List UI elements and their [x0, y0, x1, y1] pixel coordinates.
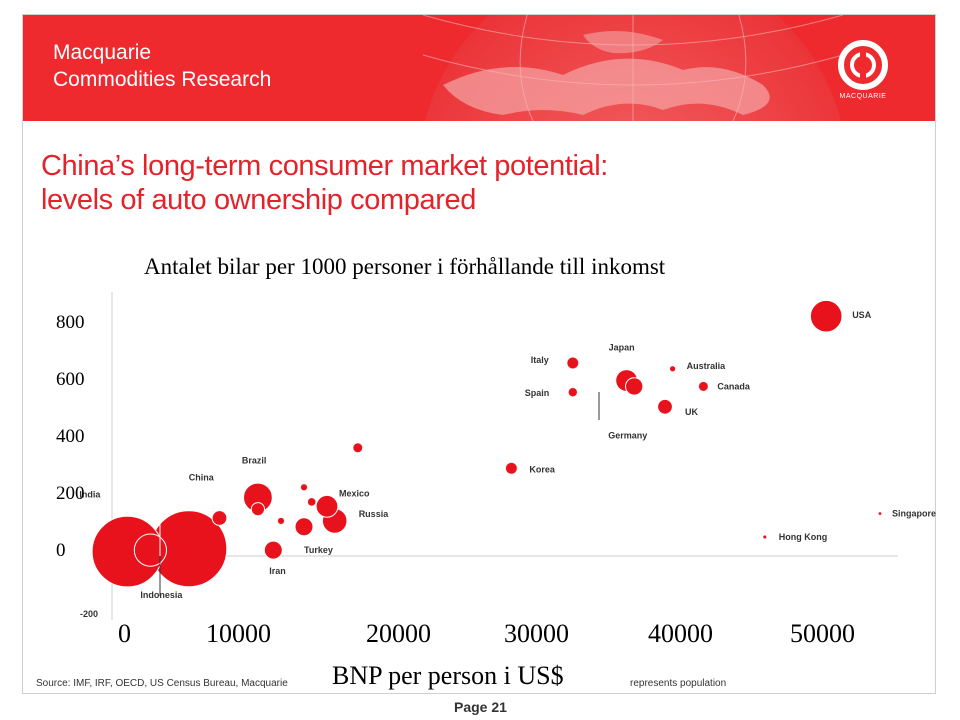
x-tick-20000: 20000	[366, 619, 431, 648]
bubble-spain	[568, 387, 578, 397]
source-note: Source: IMF, IRF, OECD, US Census Bureau…	[36, 678, 288, 689]
report-header: Macquarie Commodities Research MACQUARIE	[23, 15, 935, 121]
macquarie-logo: MACQUARIE	[831, 37, 895, 109]
point-label-russia: Russia	[359, 509, 390, 519]
brand-line-macquarie: Macquarie	[53, 41, 152, 64]
bubble-australia	[669, 365, 676, 372]
macquarie-logo-icon	[838, 40, 888, 90]
point-label-brazil: Brazil	[242, 456, 267, 466]
y-tick-labels: 800 600 400 200 0	[56, 312, 85, 561]
point-label-layer: India China Indonesia Brazil Iran Mexico Russi…	[79, 310, 936, 600]
globe-graphic	[422, 15, 844, 121]
point-label-iran: Iran	[269, 566, 286, 576]
x-tick-labels: 0 10000 20000 30000 40000 50000	[118, 619, 855, 648]
source-note-bubble-size: represents population	[630, 678, 726, 689]
x-tick-50000: 50000	[790, 619, 855, 648]
y-tick-600: 600	[56, 369, 85, 390]
bubble-germany	[625, 377, 644, 396]
bubble-uk	[657, 398, 673, 415]
bubble-turkey	[294, 517, 314, 537]
headline-line-1: China’s long-term consumer market potent…	[41, 150, 608, 182]
point-label-turkey: Turkey	[304, 545, 333, 555]
bubble-hong-kong	[762, 535, 767, 540]
point-label-hong-kong: Hong Kong	[779, 532, 828, 542]
y-tick-0: 0	[56, 540, 66, 561]
bubble-usa	[809, 299, 843, 333]
point-label-china: China	[189, 473, 215, 483]
bubble-mexico	[315, 494, 339, 518]
point-label-india: India	[79, 490, 101, 500]
bubble-canada	[698, 381, 709, 392]
point-label-canada: Canada	[717, 381, 751, 391]
bubble-country-12	[307, 497, 316, 507]
y-tick-minus-200: -200	[80, 609, 98, 619]
bubble-country-8	[211, 510, 228, 526]
point-label-mexico: Mexico	[339, 488, 370, 498]
point-label-korea: Korea	[529, 464, 556, 474]
point-label-italy: Italy	[531, 355, 549, 365]
point-label-usa: USA	[852, 310, 872, 320]
chart-title: Antalet bilar per 1000 personer i förhål…	[144, 254, 666, 279]
point-label-japan: Japan	[609, 343, 635, 353]
bubble-indonesia	[133, 533, 167, 567]
y-tick-200: 200	[56, 483, 85, 504]
point-label-spain: Spain	[525, 388, 550, 398]
brand-line-commodities: Commodities Research	[53, 68, 272, 91]
brand-name: Macquarie Commodities Research	[53, 39, 271, 93]
page-number: Page 21	[454, 699, 507, 715]
leader-lines	[159, 392, 600, 596]
point-label-australia: Australia	[687, 361, 727, 371]
bubble-country-13	[352, 442, 363, 453]
headline-line-2: levels of auto ownership compared	[41, 184, 476, 216]
bubble-country-11	[300, 483, 308, 491]
bubble-country-10	[277, 517, 285, 525]
bubble-korea	[505, 462, 518, 475]
x-tick-10000: 10000	[206, 619, 271, 648]
x-tick-0: 0	[118, 619, 131, 648]
x-axis-title: BNP per person i US$	[332, 661, 564, 690]
logo-wordmark: MACQUARIE	[839, 93, 887, 100]
y-tick-400: 400	[56, 426, 85, 447]
bubble-layer	[91, 299, 882, 588]
point-label-singapore: Singapore	[892, 509, 936, 519]
bubble-italy	[566, 357, 579, 369]
point-label-germany: Germany	[608, 430, 647, 440]
x-tick-40000: 40000	[648, 619, 713, 648]
point-label-uk: UK	[685, 407, 698, 417]
slide-headline: China’s long-term consumer market potent…	[41, 149, 608, 217]
y-tick-800: 800	[56, 312, 85, 333]
point-label-indonesia: Indonesia	[140, 590, 183, 600]
x-tick-30000: 30000	[504, 619, 569, 648]
x-axis-label-box	[320, 654, 628, 692]
bubble-iran	[263, 540, 283, 560]
header-banner	[23, 15, 935, 121]
bubble-country-9	[250, 502, 265, 517]
bubble-singapore	[878, 511, 882, 516]
